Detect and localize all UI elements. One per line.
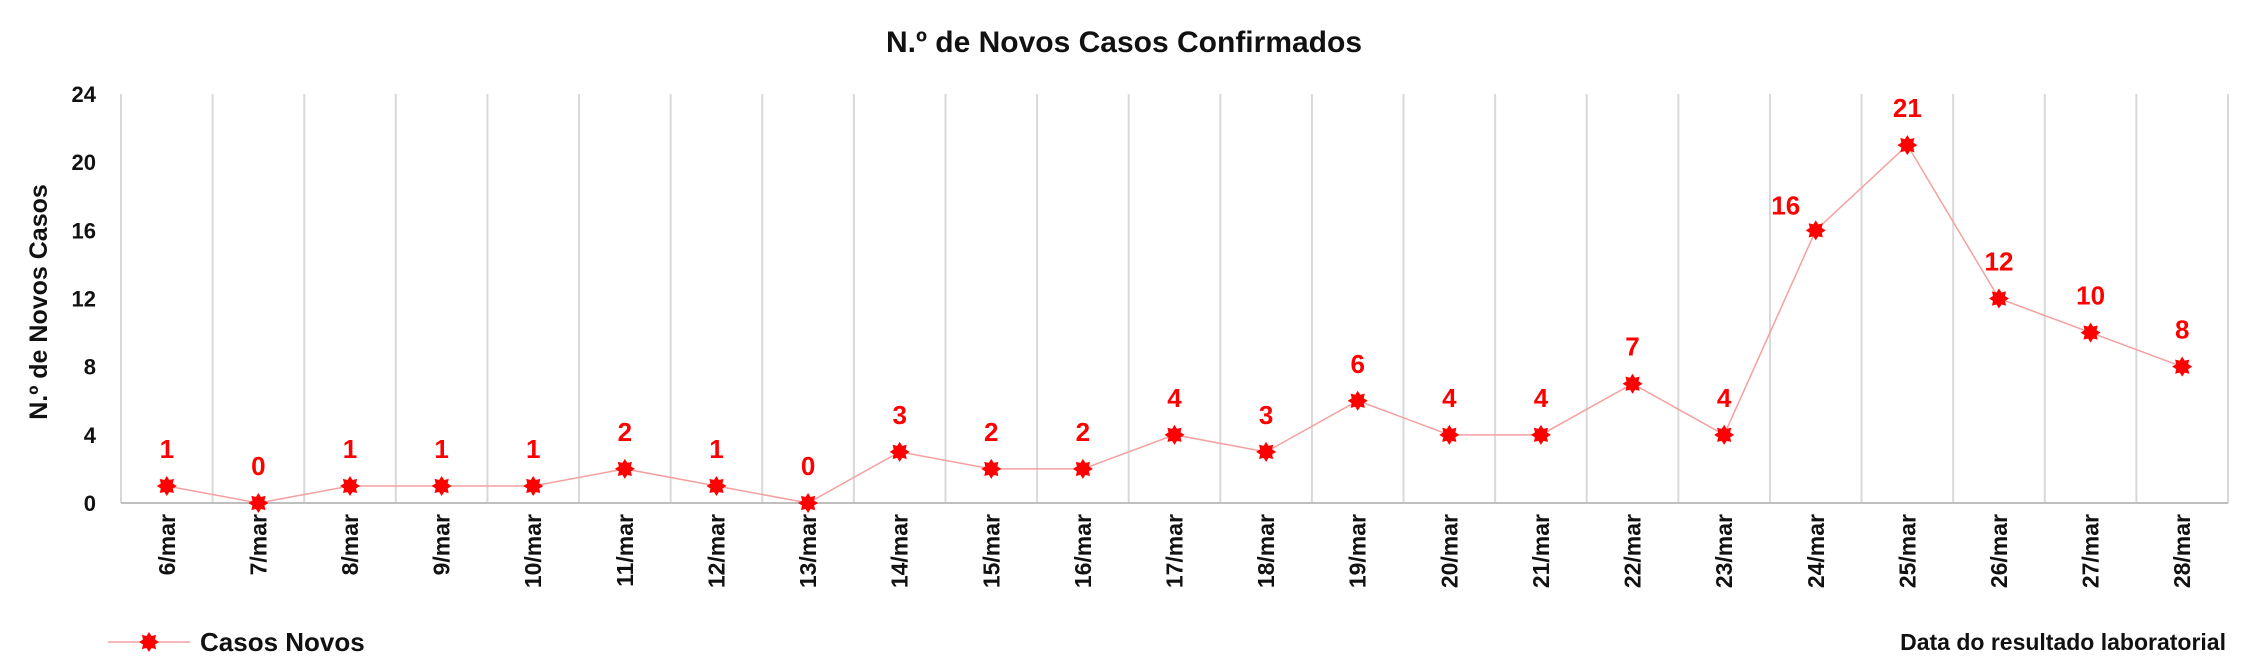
data-label: 16	[1771, 190, 1800, 220]
x-tick-label: 25/mar	[1894, 514, 1920, 588]
data-label: 4	[1442, 383, 1457, 413]
data-label: 1	[343, 434, 357, 464]
x-tick-label: 21/mar	[1528, 514, 1554, 588]
data-point	[1530, 424, 1551, 445]
y-tick-label: 8	[84, 355, 96, 380]
data-point	[706, 475, 727, 496]
data-label: 1	[160, 434, 174, 464]
data-label: 2	[984, 417, 998, 447]
y-tick-label: 12	[72, 287, 96, 312]
x-axis-ticks: 6/mar 7/mar 8/mar 9/mar 10/mar 11/mar 12/mar 13…	[154, 514, 2195, 588]
x-tick-label: 11/mar	[612, 514, 638, 587]
x-tick-label: 15/mar	[978, 514, 1004, 588]
x-tick-label: 14/mar	[887, 514, 913, 588]
data-label: 0	[251, 451, 265, 481]
data-point	[1072, 458, 1093, 479]
data-point	[156, 475, 177, 496]
y-tick-label: 20	[72, 150, 96, 175]
data-point	[248, 493, 269, 513]
legend: Casos Novos	[108, 627, 365, 657]
data-label: 0	[801, 451, 815, 481]
x-tick-label: 8/mar	[337, 514, 363, 575]
data-point	[340, 475, 361, 496]
data-point	[1897, 135, 1918, 156]
data-point	[2080, 322, 2101, 343]
data-point	[1805, 220, 1826, 241]
chart-title: N.º de Novos Casos Confirmados	[886, 26, 1362, 59]
data-label: 4	[1167, 383, 1182, 413]
x-tick-label: 7/mar	[245, 514, 271, 575]
data-point	[431, 475, 452, 496]
x-axis-title: Data do resultado laboratorial	[1900, 629, 2226, 655]
data-point	[1439, 424, 1460, 445]
data-label: 1	[434, 434, 448, 464]
data-point	[614, 458, 635, 479]
data-point	[1714, 424, 1735, 445]
x-tick-label: 12/mar	[703, 514, 729, 588]
x-tick-label: 19/mar	[1345, 514, 1371, 588]
data-label: 2	[618, 417, 632, 447]
data-point	[889, 441, 910, 462]
x-tick-label: 26/mar	[1986, 514, 2012, 588]
data-label: 4	[1717, 383, 1732, 413]
y-tick-label: 24	[72, 82, 97, 107]
data-label: 2	[1076, 417, 1090, 447]
x-tick-label: 16/mar	[1070, 514, 1096, 588]
x-tick-label: 28/mar	[2169, 514, 2195, 588]
y-axis-ticks: 0 4 8 12 16 20 24	[72, 82, 97, 516]
x-tick-label: 18/mar	[1253, 514, 1279, 588]
x-tick-label: 23/mar	[1711, 514, 1737, 588]
data-point	[798, 493, 819, 513]
x-tick-label: 6/mar	[154, 514, 180, 575]
data-label: 3	[1259, 400, 1273, 430]
x-tick-label: 20/mar	[1436, 514, 1462, 588]
data-point	[1164, 424, 1185, 445]
data-label: 7	[1625, 332, 1639, 362]
data-label: 1	[526, 434, 540, 464]
grid-lines	[120, 94, 2229, 503]
legend-marker-shape	[139, 632, 159, 652]
data-point	[2172, 356, 2193, 377]
data-point	[981, 458, 1002, 479]
y-axis-title: N.º de Novos Casos	[25, 184, 53, 420]
data-label: 1	[709, 434, 723, 464]
y-tick-label: 4	[84, 423, 97, 448]
data-label: 4	[1534, 383, 1549, 413]
data-label: 3	[892, 400, 906, 430]
x-tick-label: 24/mar	[1803, 514, 1829, 588]
series-markers	[156, 135, 2193, 513]
data-point	[1256, 441, 1277, 462]
series-line-casos-novos	[166, 143, 2183, 504]
data-point	[523, 475, 544, 496]
data-label: 8	[2175, 315, 2189, 345]
y-tick-label: 16	[72, 218, 96, 243]
y-tick-label: 0	[84, 491, 96, 516]
data-label: 21	[1893, 93, 1922, 123]
x-tick-label: 22/mar	[1620, 514, 1646, 588]
x-tick-label: 10/mar	[520, 514, 546, 588]
x-tick-label: 27/mar	[2078, 514, 2104, 588]
data-label: 10	[2076, 281, 2105, 311]
legend-marker	[139, 632, 159, 652]
data-label: 6	[1350, 349, 1364, 379]
x-tick-label: 9/mar	[429, 514, 455, 575]
data-point	[1988, 288, 2009, 309]
legend-label: Casos Novos	[200, 627, 365, 657]
data-point	[1347, 390, 1368, 411]
data-label: 12	[1985, 247, 2014, 277]
x-tick-label: 17/mar	[1162, 514, 1188, 588]
x-tick-label: 13/mar	[795, 514, 821, 588]
data-point	[1622, 373, 1643, 394]
